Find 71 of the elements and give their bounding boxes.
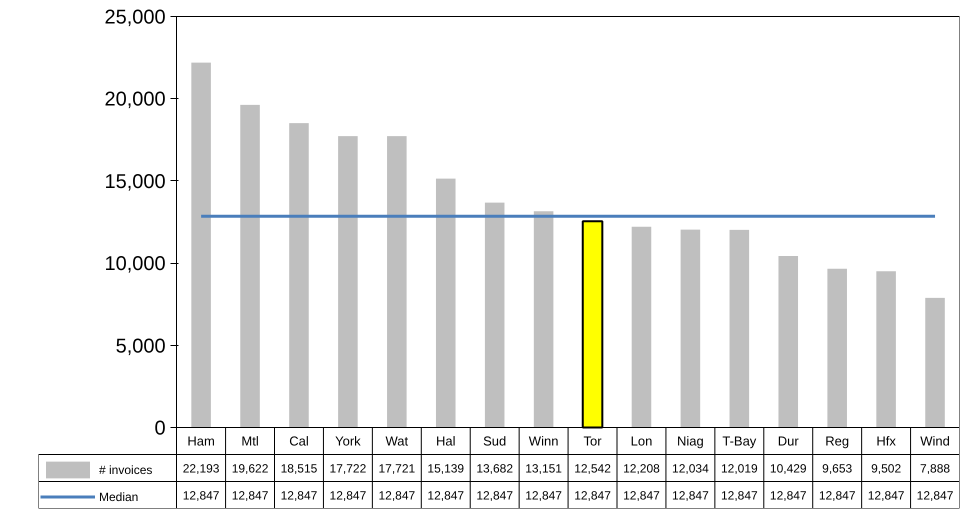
legend-label: Median bbox=[99, 488, 138, 506]
data-label: 12,847 bbox=[868, 488, 905, 502]
y-tick-label: 5,000 bbox=[116, 335, 166, 358]
data-label: 12,847 bbox=[623, 488, 660, 502]
bar bbox=[387, 136, 407, 428]
data-label: 9,502 bbox=[871, 462, 902, 476]
data-label: 18,515 bbox=[280, 462, 318, 476]
x-tick-label: Wind bbox=[920, 434, 950, 448]
data-label: 12,847 bbox=[770, 488, 807, 502]
x-tick-label: Wat bbox=[386, 434, 409, 448]
data-label: 10,429 bbox=[770, 462, 807, 476]
x-tick-label: Cal bbox=[289, 434, 309, 448]
data-label: 12,542 bbox=[574, 462, 612, 476]
data-label: 9,653 bbox=[822, 462, 853, 476]
data-label: 12,847 bbox=[378, 488, 416, 502]
x-tick-label: Lon bbox=[630, 434, 652, 448]
x-tick-label: Mtl bbox=[241, 434, 259, 448]
data-label: 12,847 bbox=[232, 488, 269, 502]
x-tick-label: Sud bbox=[483, 434, 506, 448]
bar bbox=[680, 230, 700, 428]
x-tick-label: Reg bbox=[825, 434, 850, 448]
bar bbox=[289, 123, 309, 428]
data-label: 12,208 bbox=[623, 462, 660, 476]
bar bbox=[827, 268, 847, 428]
bar bbox=[778, 256, 798, 428]
y-tick-label: 25,000 bbox=[104, 6, 166, 28]
data-label: 12,847 bbox=[427, 488, 464, 502]
x-tick-label: Niag bbox=[677, 434, 704, 448]
bar bbox=[632, 226, 652, 428]
x-tick-label: Winn bbox=[528, 434, 558, 448]
data-label: 12,019 bbox=[720, 462, 758, 476]
x-tick-label: Dur bbox=[778, 434, 800, 448]
bar bbox=[730, 230, 750, 428]
y-tick-label: 0 bbox=[154, 418, 166, 440]
data-label: 17,722 bbox=[330, 462, 367, 476]
bar bbox=[925, 298, 945, 428]
data-label: 12,847 bbox=[720, 488, 758, 502]
data-label: 12,847 bbox=[916, 488, 954, 502]
bar bbox=[191, 62, 211, 428]
y-tick-label: 15,000 bbox=[104, 170, 166, 193]
data-label: 12,847 bbox=[280, 488, 318, 502]
data-label: 17,721 bbox=[378, 462, 416, 476]
data-label: 12,847 bbox=[476, 488, 514, 502]
data-label: 12,847 bbox=[330, 488, 367, 502]
x-tick-label: Ham bbox=[187, 434, 215, 448]
y-tick-label: 20,000 bbox=[104, 88, 166, 111]
data-label: 12,034 bbox=[672, 462, 710, 476]
legend-label: # invoices bbox=[99, 462, 152, 478]
bar bbox=[876, 271, 896, 428]
data-label: 12,847 bbox=[574, 488, 612, 502]
bar bbox=[338, 136, 358, 428]
x-tick-label: T-Bay bbox=[722, 434, 757, 448]
x-tick-label: Tor bbox=[584, 434, 602, 448]
data-label: 15,139 bbox=[427, 462, 464, 476]
y-tick-label: 10,000 bbox=[104, 253, 166, 276]
bar bbox=[484, 202, 504, 428]
data-label: 22,193 bbox=[182, 462, 220, 476]
bar bbox=[240, 104, 260, 428]
x-tick-label: Hal bbox=[436, 434, 456, 448]
data-label: 7,888 bbox=[920, 462, 950, 476]
data-label: 12,847 bbox=[818, 488, 856, 502]
data-label: 13,682 bbox=[476, 462, 514, 476]
bar bbox=[436, 178, 456, 428]
data-label: 12,847 bbox=[182, 488, 220, 502]
data-label: 12,847 bbox=[672, 488, 710, 502]
data-label: 12,847 bbox=[525, 488, 562, 502]
bar bbox=[534, 211, 554, 428]
x-tick-label: Hfx bbox=[876, 434, 896, 448]
x-tick-label: York bbox=[335, 434, 362, 448]
data-label: 13,151 bbox=[525, 462, 562, 476]
data-label: 19,622 bbox=[232, 462, 269, 476]
